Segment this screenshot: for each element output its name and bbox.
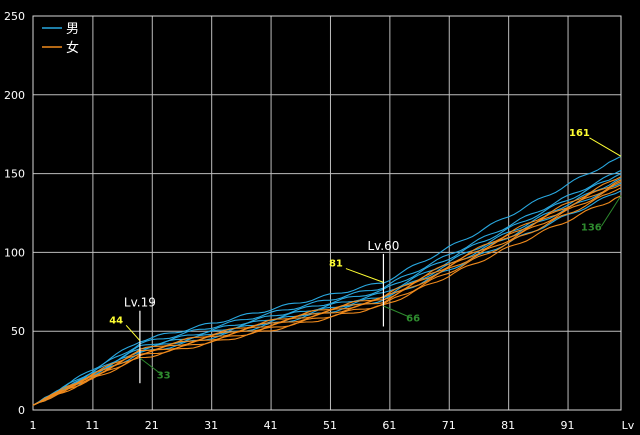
annotation-leader bbox=[383, 305, 412, 319]
x-axis-label: Lv bbox=[622, 419, 635, 432]
x-tick-label: 31 bbox=[204, 419, 218, 432]
legend-label: 女 bbox=[66, 40, 79, 56]
y-tick-label: 250 bbox=[4, 10, 25, 23]
annotation-value: 66 bbox=[406, 314, 420, 325]
y-tick-label: 100 bbox=[4, 246, 25, 259]
x-tick-label: 81 bbox=[501, 419, 515, 432]
x-tick-label: 1 bbox=[30, 419, 37, 432]
series-line-male-2 bbox=[32, 169, 622, 406]
x-tick-labels: 1 11 21 31 41 51 61 71 81 91 bbox=[30, 419, 575, 432]
annotation-leader bbox=[345, 268, 384, 283]
x-tick-label: 21 bbox=[145, 419, 159, 432]
y-tick-labels: 0 50 100 150 200 250 bbox=[4, 10, 25, 417]
annotation-leader bbox=[125, 324, 141, 341]
annotation-leader bbox=[589, 137, 622, 157]
annotation-leader bbox=[139, 357, 162, 375]
y-tick-label: 200 bbox=[4, 89, 25, 102]
x-tick-label: 91 bbox=[561, 419, 575, 432]
annotation-value: 136 bbox=[581, 222, 602, 233]
series-line-male-3 bbox=[32, 173, 622, 406]
plot-frame bbox=[32, 15, 622, 411]
y-tick-label: 0 bbox=[18, 404, 25, 417]
x-tick-label: 11 bbox=[85, 419, 99, 432]
x-tick-label: 61 bbox=[382, 419, 396, 432]
level-marker-label: Lv.60 bbox=[367, 239, 399, 253]
annotation-leader bbox=[600, 195, 622, 227]
annotation-value: 161 bbox=[569, 128, 590, 139]
series-line-male-4 bbox=[32, 177, 622, 406]
annotation-value: 81 bbox=[329, 259, 343, 270]
annotation-value: 33 bbox=[157, 370, 171, 381]
series-lines bbox=[32, 155, 622, 406]
x-tick-label: 41 bbox=[264, 419, 278, 432]
y-tick-label: 50 bbox=[11, 325, 25, 338]
series-line-female-6 bbox=[32, 195, 622, 406]
legend: 男女 bbox=[42, 22, 79, 56]
series-line-male-1 bbox=[32, 155, 622, 406]
x-tick-label: 51 bbox=[323, 419, 337, 432]
legend-label: 男 bbox=[66, 22, 79, 37]
level-marker-label: Lv.19 bbox=[124, 296, 156, 310]
annotation-value: 44 bbox=[109, 315, 123, 326]
value-annotations: 44 33 81 66 161 136 bbox=[109, 128, 622, 381]
x-tick-label: 71 bbox=[442, 419, 456, 432]
grid bbox=[33, 15, 621, 411]
level-markers: Lv.19 Lv.60 bbox=[124, 239, 399, 384]
y-tick-label: 150 bbox=[4, 168, 25, 181]
